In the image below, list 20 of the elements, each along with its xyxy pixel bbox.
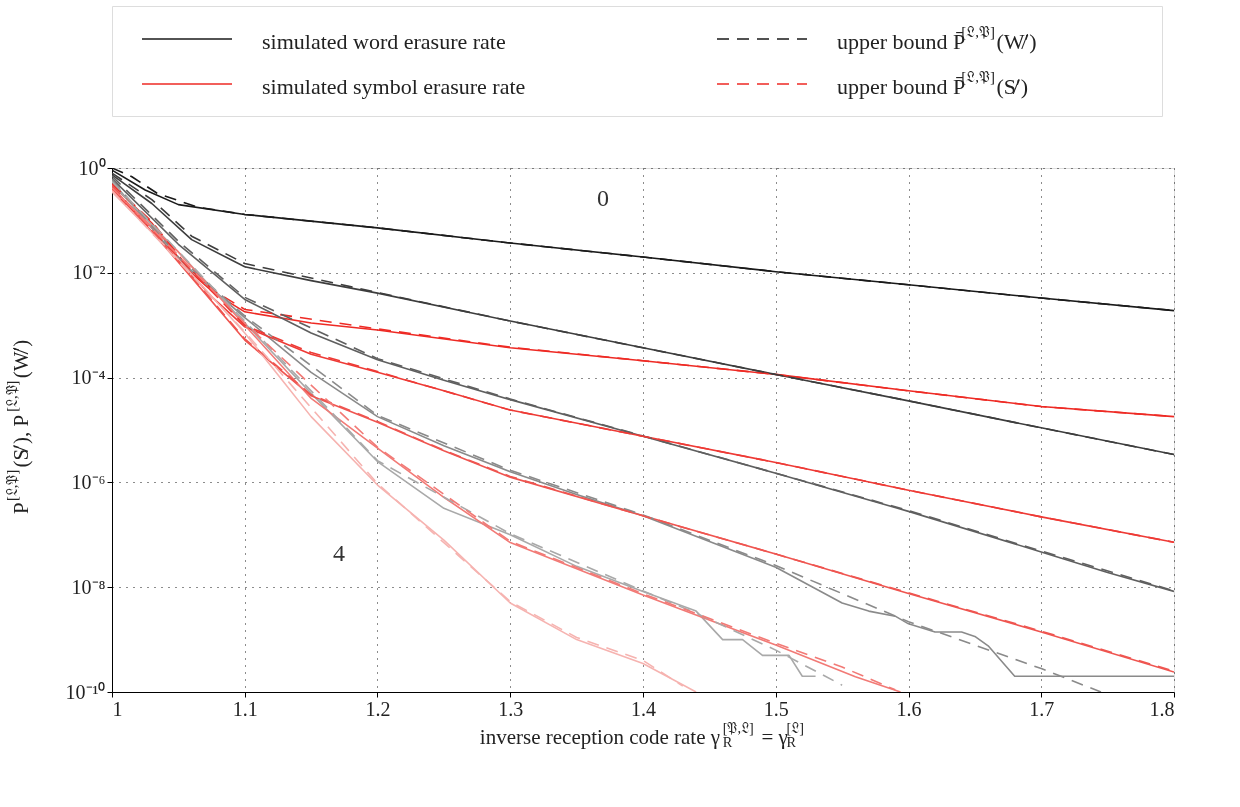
x-tick-label: 1.8 bbox=[1149, 697, 1175, 720]
x-tick-label: 1 bbox=[112, 697, 123, 720]
x-tick-label: 1.3 bbox=[498, 697, 524, 720]
x-tick-label: 1.2 bbox=[365, 697, 391, 720]
y-tick-label: 10⁻⁸ bbox=[71, 575, 106, 598]
y-tick-label: 10⁻⁴ bbox=[71, 366, 106, 389]
y-tick-label: 10⁻¹⁰ bbox=[65, 680, 106, 703]
annotation: 4 bbox=[333, 540, 345, 566]
y-tick-label: 10⁻² bbox=[72, 261, 106, 284]
legend-label: simulated word erasure rate bbox=[262, 29, 506, 54]
legend-label: simulated symbol erasure rate bbox=[262, 74, 526, 99]
x-tick-label: 1.1 bbox=[232, 697, 258, 720]
annotation: 0 bbox=[597, 185, 609, 211]
x-tick-label: 1.7 bbox=[1029, 697, 1055, 720]
x-tick-label: 1.4 bbox=[631, 697, 656, 720]
y-tick-label: 10⁻⁶ bbox=[71, 470, 106, 493]
x-tick-label: 1.6 bbox=[896, 697, 922, 720]
y-tick-label: 10⁰ bbox=[78, 156, 106, 179]
y-axis-title: P[𝔏,𝔓](S̸′), P[𝔏,𝔓](W̸′) bbox=[4, 339, 33, 514]
x-tick-label: 1.5 bbox=[763, 697, 789, 720]
